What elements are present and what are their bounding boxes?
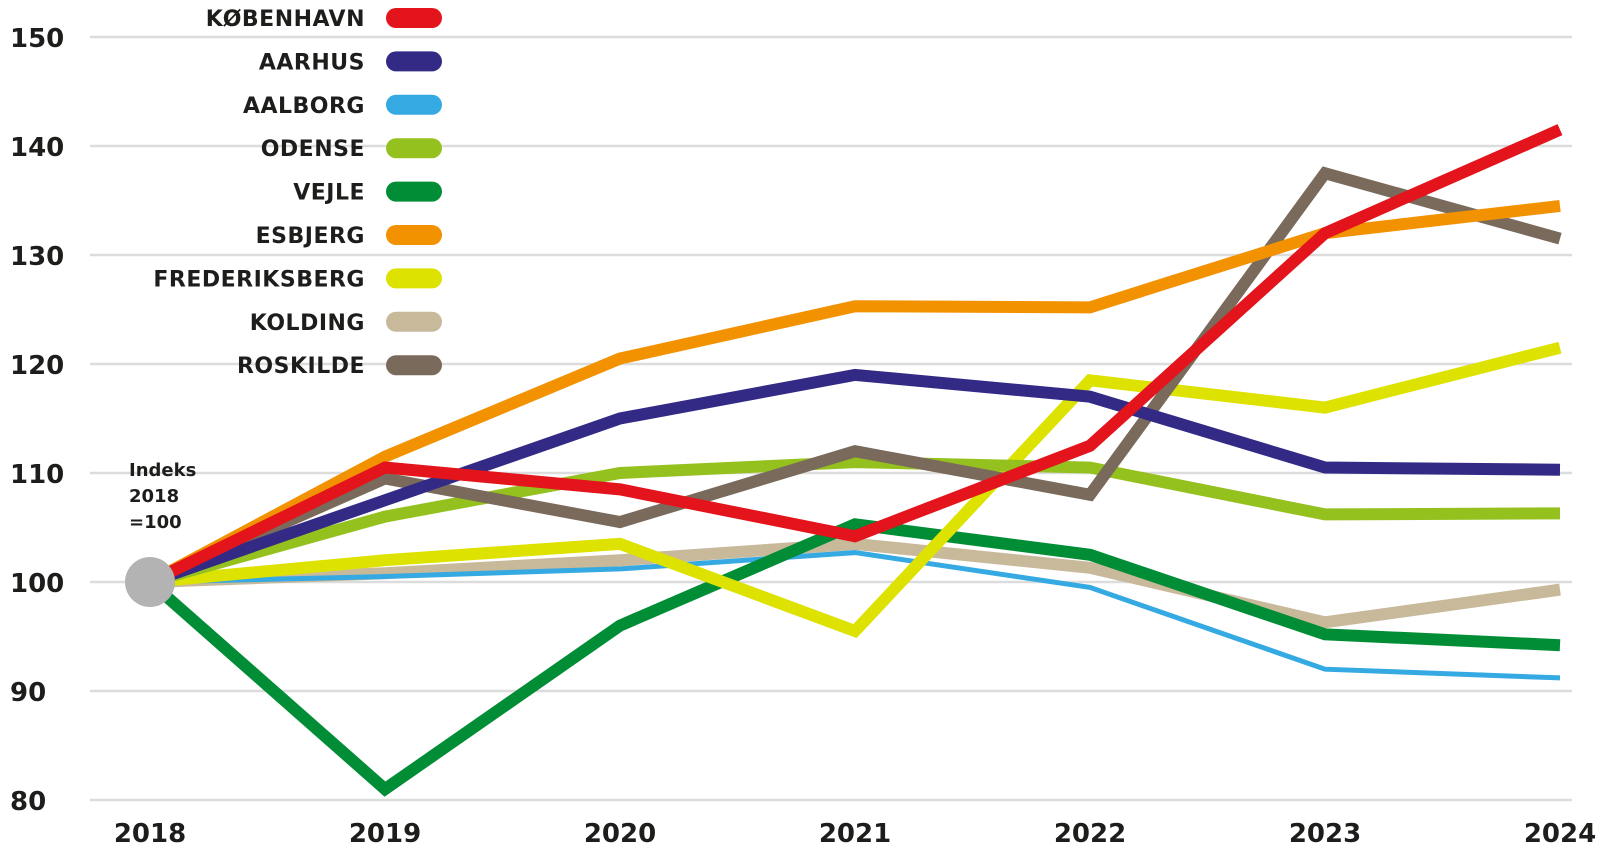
legend-label: AARHUS	[259, 50, 365, 75]
x-tick-label: 2020	[584, 819, 656, 849]
y-tick-label: 110	[10, 460, 64, 490]
legend-label: KØBENHAVN	[206, 7, 365, 32]
series-line-københavn	[147, 124, 1563, 588]
y-tick-label: 140	[10, 133, 64, 163]
legend-label: ODENSE	[261, 137, 365, 162]
x-tick-label: 2023	[1289, 819, 1361, 849]
legend-label: ESBJERG	[256, 224, 365, 249]
y-tick-label: 130	[10, 242, 64, 272]
x-axis: 2018 2019 2020 2021 2022 2023 2024	[114, 819, 1596, 849]
y-tick-label: 80	[10, 787, 46, 817]
y-tick-label: 150	[10, 24, 64, 54]
annotation-line-1: Indeks	[129, 460, 196, 481]
series-line-aalborg	[149, 550, 1561, 681]
series-line-frederiksberg	[149, 341, 1562, 639]
grid-lines	[90, 35, 1572, 802]
series-line-kolding	[149, 537, 1561, 629]
y-tick-label: 120	[10, 351, 64, 381]
legend-label: KOLDING	[250, 311, 365, 336]
legend-label: FREDERIKSBERG	[153, 267, 365, 292]
x-tick-label: 2024	[1524, 819, 1596, 849]
y-tick-label: 100	[10, 569, 64, 599]
annotation-line-3: =100	[129, 512, 182, 533]
x-tick-label: 2019	[349, 819, 421, 849]
series-line-vejle	[146, 518, 1561, 797]
x-tick-label: 2022	[1054, 819, 1126, 849]
legend-label: AALBORG	[243, 94, 365, 119]
y-tick-label: 90	[10, 678, 46, 708]
x-tick-label: 2018	[114, 819, 186, 849]
annotation-line-2: 2018	[129, 486, 179, 507]
y-axis: 80 90 100 110 120 130 140 150	[10, 24, 64, 817]
index-annotation: Indeks 2018 =100	[129, 460, 196, 533]
series-line-roskilde	[147, 166, 1562, 588]
series-lines	[125, 124, 1563, 797]
series-line-aarhus	[148, 368, 1561, 588]
legend: KØBENHAVN AARHUS AALBORG ODENSE VEJLE ESBJERG…	[153, 7, 442, 379]
legend-label: VEJLE	[293, 181, 365, 206]
legend-label: ROSKILDE	[237, 354, 365, 379]
series-line-odense	[148, 456, 1561, 588]
x-tick-label: 2021	[819, 819, 891, 849]
baseline-marker	[125, 557, 175, 607]
